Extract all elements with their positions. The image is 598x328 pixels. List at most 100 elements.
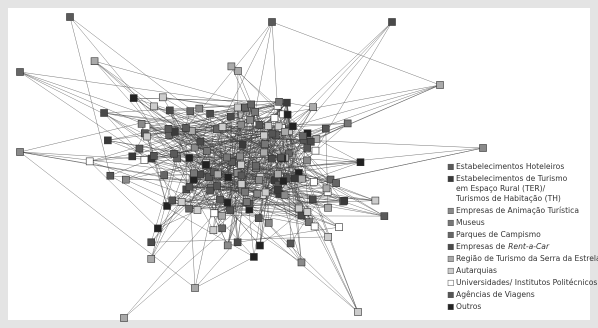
node	[371, 196, 380, 205]
node	[224, 173, 232, 182]
edge	[244, 111, 256, 192]
node	[106, 171, 115, 180]
node	[120, 314, 128, 322]
edge	[230, 193, 280, 211]
node	[205, 173, 213, 182]
node	[150, 152, 158, 160]
edge	[173, 104, 252, 154]
edge	[231, 66, 308, 134]
legend: Estabelecimentos Hoteleiros Estabelecimen…	[447, 162, 598, 311]
node	[251, 108, 259, 116]
edge	[19, 71, 206, 166]
edge	[19, 71, 252, 105]
legend-label: Estabelecimentos Hoteleiros	[456, 162, 564, 171]
node	[324, 203, 332, 212]
edge	[176, 158, 190, 187]
node	[128, 152, 137, 161]
edge	[19, 110, 191, 153]
node	[154, 224, 162, 233]
edge	[19, 151, 242, 190]
edge	[228, 84, 441, 178]
node	[158, 93, 167, 102]
node	[216, 195, 224, 204]
edge	[107, 114, 288, 141]
node	[309, 103, 317, 112]
legend-marker	[447, 207, 454, 214]
node	[238, 140, 247, 149]
node	[186, 107, 195, 115]
legend-marker	[447, 163, 454, 170]
node	[143, 132, 151, 141]
edge	[169, 110, 193, 180]
node	[209, 226, 218, 235]
legend-label: Universidades/ Institutos Politécnicos	[456, 278, 597, 287]
node	[324, 233, 332, 241]
node	[303, 208, 312, 216]
nodes	[16, 13, 487, 322]
node	[275, 98, 283, 106]
edge	[104, 104, 252, 114]
node	[223, 198, 232, 207]
edge	[146, 136, 190, 159]
node	[223, 241, 232, 250]
edge	[216, 183, 242, 187]
node	[268, 18, 276, 26]
node	[380, 212, 389, 220]
node	[305, 218, 313, 226]
node	[273, 185, 282, 194]
node	[299, 132, 307, 140]
node	[227, 62, 236, 71]
node	[242, 198, 251, 206]
node	[268, 129, 277, 138]
node	[16, 148, 24, 156]
legend-marker	[447, 243, 454, 250]
edge	[174, 131, 195, 174]
edge	[19, 71, 190, 188]
edge	[230, 210, 308, 213]
legend-label-italic: Rent-a-Car	[508, 242, 550, 251]
node	[236, 152, 244, 161]
edge	[192, 107, 314, 180]
edge	[241, 135, 265, 185]
node	[185, 183, 194, 191]
legend-marker	[447, 303, 454, 310]
edge	[194, 256, 255, 289]
edge	[254, 21, 273, 112]
edge	[292, 84, 441, 127]
node	[90, 57, 99, 66]
node	[147, 255, 156, 263]
node	[237, 171, 246, 180]
node	[202, 161, 210, 169]
edge	[189, 200, 345, 209]
edge	[172, 200, 302, 216]
node	[147, 238, 156, 247]
edge	[162, 97, 284, 115]
node	[193, 206, 202, 214]
node	[182, 124, 190, 132]
edge	[279, 147, 308, 195]
node	[137, 120, 146, 128]
edge	[259, 124, 286, 158]
edge	[189, 186, 214, 231]
edge	[151, 127, 187, 259]
node	[129, 94, 138, 102]
edge	[265, 147, 308, 193]
node	[140, 156, 149, 164]
node	[254, 214, 263, 222]
edge	[189, 177, 229, 188]
node	[264, 219, 273, 227]
edge	[133, 97, 190, 187]
edge	[189, 186, 266, 193]
node	[340, 196, 349, 205]
node	[233, 238, 242, 247]
edge	[189, 147, 308, 159]
node	[479, 144, 487, 152]
node	[218, 211, 226, 220]
node	[261, 188, 270, 197]
legend-marker	[447, 255, 454, 262]
node	[286, 239, 295, 248]
node	[234, 67, 242, 75]
edge	[104, 112, 223, 128]
legend-marker	[447, 231, 454, 238]
